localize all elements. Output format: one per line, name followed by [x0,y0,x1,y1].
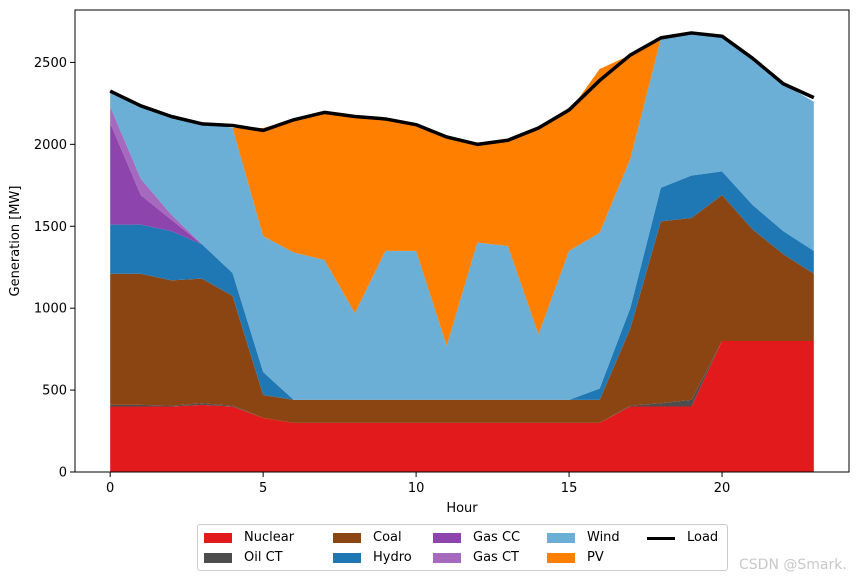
x-tick-label: 20 [714,481,731,496]
y-axis-label: Generation [MW] [8,186,23,297]
legend-swatch [333,533,361,543]
legend-swatch [547,553,575,563]
x-tick-label: 10 [408,481,425,496]
y-tick-label: 0 [59,466,67,481]
y-tick-label: 500 [42,384,67,399]
legend-swatch [333,553,361,563]
area-coal [110,195,814,423]
legend-label: Load [687,530,719,545]
y-axis-ticks: 0 500 1000 1500 2000 2500 [34,56,75,481]
legend-label: Wind [587,530,620,545]
x-axis-label: Hour [446,501,478,516]
area-nuclear [110,340,814,472]
legend-swatch [647,537,675,540]
y-tick-label: 1500 [34,220,67,235]
legend-swatch [433,533,461,543]
generation-chart: 0 5 10 15 20 0 500 1000 1500 2000 2500 Hour Gener… [8,9,850,516]
legend-label: PV [587,550,604,565]
legend-swatch [433,553,461,563]
x-tick-label: 15 [561,481,578,496]
stacked-areas [110,31,814,472]
legend-swatch [204,533,232,543]
y-tick-label: 2500 [34,56,67,71]
legend-label: Gas CT [473,550,519,565]
legend-label: Coal [373,530,402,545]
x-axis-ticks: 0 5 10 15 20 [106,472,730,496]
y-tick-label: 1000 [34,302,67,317]
watermark: CSDN @Smark. [739,557,847,573]
legend-label: Gas CC [473,530,521,545]
legend-swatch [547,533,575,543]
legend-label: Oil CT [244,550,283,565]
area-wind [110,31,814,400]
y-tick-label: 2000 [34,138,67,153]
legend-swatch [204,553,232,563]
x-tick-label: 5 [259,481,267,496]
load-layer [109,31,815,147]
area-pv [110,31,814,346]
legend-label: Hydro [373,550,412,565]
plot-frame [74,9,850,473]
load-line [109,31,815,147]
x-tick-label: 0 [106,481,114,496]
legend-label: Nuclear [244,530,295,545]
legend: Nuclear Oil CT Coal Hydro Gas CC Gas CT Wind PV… [197,524,728,571]
